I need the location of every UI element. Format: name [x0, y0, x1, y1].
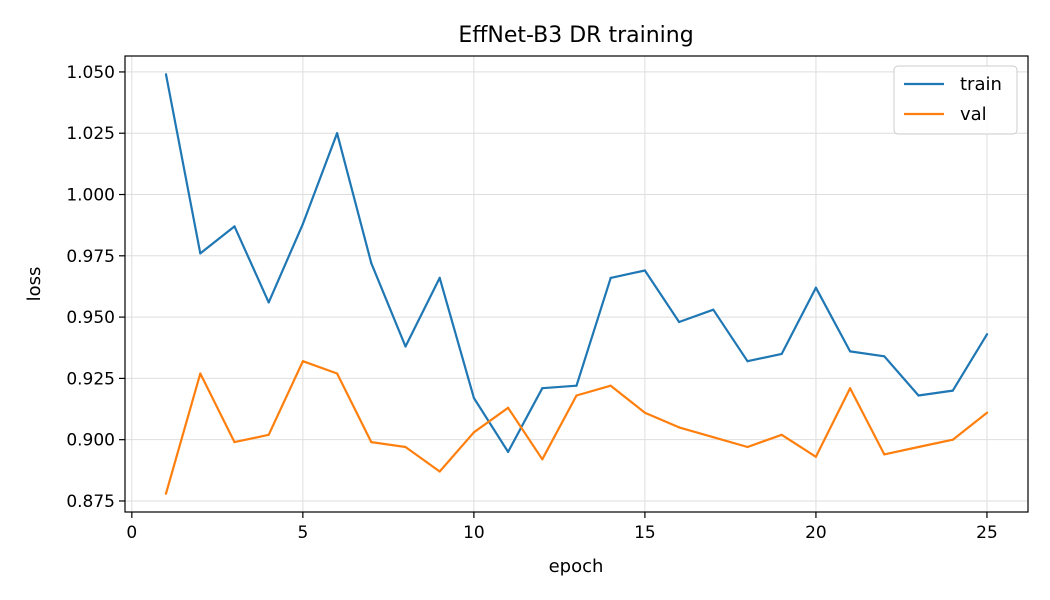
legend-label-val: val	[960, 104, 987, 125]
data-point-train	[438, 276, 441, 279]
data-point-val	[438, 470, 441, 473]
y-tick-label: 1.000	[66, 186, 115, 206]
data-point-train	[678, 320, 681, 324]
data-point-train	[985, 333, 989, 336]
data-point-train	[541, 387, 544, 390]
data-point-train	[814, 286, 818, 289]
data-point-train	[164, 73, 168, 76]
data-point-train	[609, 276, 612, 279]
x-axis-ticks: 0 5 10 15 20 25	[126, 512, 998, 543]
chart-title: EffNet-B3 DR training	[458, 23, 693, 48]
data-point-train	[336, 132, 339, 135]
data-point-val	[746, 445, 749, 449]
data-point-train	[917, 394, 920, 397]
series-lines	[164, 73, 989, 495]
y-tick-label: 1.050	[66, 63, 115, 83]
data-point-val	[985, 411, 989, 414]
data-point-val	[917, 445, 920, 449]
data-point-val	[780, 433, 783, 436]
data-point-train	[233, 225, 236, 228]
x-axis-label: epoch	[549, 556, 604, 577]
data-point-val	[541, 458, 544, 461]
data-point-val	[404, 445, 407, 449]
data-point-val	[336, 372, 339, 375]
data-point-val	[678, 426, 681, 429]
x-tick-label: 20	[805, 523, 827, 543]
data-point-train	[301, 222, 304, 225]
data-point-val	[164, 492, 168, 495]
data-point-train	[780, 352, 783, 355]
x-tick-label: 10	[463, 523, 485, 543]
y-tick-label: 0.900	[66, 431, 115, 451]
data-point-train	[370, 262, 373, 265]
y-tick-label: 1.025	[66, 124, 115, 144]
data-point-val	[507, 406, 510, 409]
data-point-val	[609, 384, 612, 387]
data-point-val	[951, 438, 954, 441]
y-tick-label: 0.925	[66, 369, 115, 389]
data-point-train	[404, 345, 407, 348]
x-tick-label: 15	[634, 523, 656, 543]
data-point-val	[883, 453, 886, 456]
plot-frame	[124, 55, 1029, 513]
data-point-val	[301, 360, 304, 363]
data-point-val	[849, 387, 852, 390]
x-tick-label: 25	[976, 523, 998, 543]
data-point-val	[199, 372, 202, 375]
data-point-val	[370, 441, 373, 444]
data-point-train	[575, 384, 578, 387]
data-point-train	[746, 360, 749, 363]
legend: train val	[893, 65, 1018, 135]
legend-label-train: train	[960, 74, 1002, 95]
y-axis-ticks: 0.875 0.900 0.925 0.950 0.975 1.000 1.025 1.050	[66, 63, 125, 512]
y-tick-label: 0.950	[66, 308, 115, 328]
data-point-val	[643, 411, 647, 414]
data-point-val	[267, 433, 270, 436]
data-point-train	[712, 308, 715, 311]
data-point-val	[472, 431, 475, 434]
data-point-val	[712, 436, 715, 439]
data-point-train	[951, 389, 954, 392]
data-point-train	[643, 269, 647, 272]
data-point-train	[849, 350, 852, 353]
y-tick-label: 0.975	[66, 247, 115, 267]
data-point-train	[199, 252, 202, 255]
data-point-val	[233, 441, 236, 444]
x-tick-label: 5	[297, 523, 308, 543]
data-point-train	[883, 355, 886, 358]
x-tick-label: 0	[126, 523, 137, 543]
data-point-val	[814, 455, 818, 458]
data-point-train	[472, 396, 475, 400]
data-point-train	[507, 450, 510, 453]
y-axis-label: loss	[24, 267, 45, 302]
y-tick-label: 0.875	[66, 492, 115, 512]
series-line-val	[164, 360, 989, 495]
data-point-val	[575, 394, 578, 397]
data-point-train	[267, 301, 270, 304]
